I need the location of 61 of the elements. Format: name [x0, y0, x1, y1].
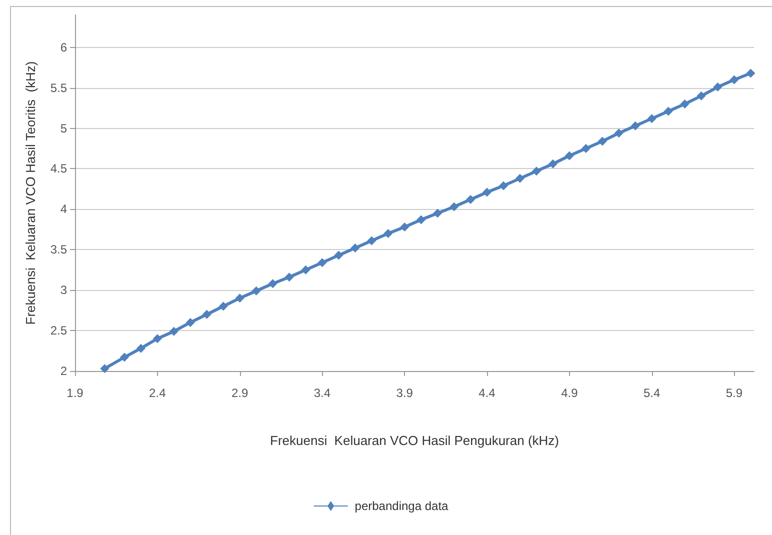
point: [598, 136, 607, 146]
x-tick-label: 3.4: [314, 386, 331, 400]
point: [548, 159, 558, 168]
y-tick-label: 5: [60, 121, 68, 136]
point: [202, 310, 212, 319]
x-tick-label: 2.9: [231, 386, 248, 400]
point: [400, 222, 410, 232]
y-tick-label: 2: [60, 364, 68, 378]
point: [186, 318, 195, 327]
point: [284, 272, 294, 282]
point: [416, 215, 426, 224]
point: [647, 114, 656, 124]
x-axis-title: Frekuensi Keluaran VCO Hasil Pengukuran (kHz): [270, 433, 560, 448]
point: [515, 174, 524, 183]
y-tick-label: 4: [60, 202, 68, 216]
point: [100, 364, 110, 374]
legend-label: perbandinga data: [354, 499, 449, 513]
y-tick-label: 3.5: [50, 242, 68, 257]
y-tick-label: 3: [60, 283, 68, 298]
y-tick-label: 6: [60, 40, 68, 54]
point: [433, 208, 442, 218]
x-tick-label: 4.9: [561, 386, 578, 400]
x-tick-label: 2.4: [149, 386, 166, 400]
point: [350, 244, 360, 253]
point: [384, 228, 393, 238]
point: [680, 100, 690, 108]
x-tick-label: 5.4: [643, 386, 660, 400]
point: [498, 181, 508, 190]
point: [730, 75, 739, 84]
point: [696, 91, 706, 100]
y-tick-label: 2.5: [50, 324, 68, 338]
point: [564, 151, 574, 160]
point: [152, 334, 162, 344]
point: [450, 202, 459, 212]
x-tick-label: 1.9: [66, 386, 84, 400]
x-tick-label: 4.4: [478, 386, 496, 400]
point: [334, 250, 344, 260]
y-tick-label: 4.5: [50, 162, 68, 176]
point: [581, 144, 590, 153]
point: [482, 188, 492, 197]
point: [268, 279, 278, 288]
point: [120, 352, 129, 362]
x-tick-label: 3.9: [396, 386, 414, 400]
point: [301, 265, 310, 274]
y-axis-title: Frekuensi Keluaran VCO Hasil Teoritis (kHz): [23, 61, 38, 325]
y-tick-label: 5.5: [50, 80, 68, 95]
point: [252, 286, 261, 296]
point: [746, 68, 756, 78]
point: [532, 166, 541, 176]
point: [664, 106, 673, 116]
point: [614, 128, 624, 138]
point: [235, 294, 244, 303]
x-tick-label: 5.9: [726, 386, 743, 400]
point: [218, 302, 228, 311]
point: [318, 258, 327, 268]
point: [367, 236, 376, 246]
point: [169, 326, 178, 336]
point: [466, 194, 476, 204]
point: [630, 121, 640, 130]
point: [136, 344, 146, 353]
point: [713, 82, 722, 92]
